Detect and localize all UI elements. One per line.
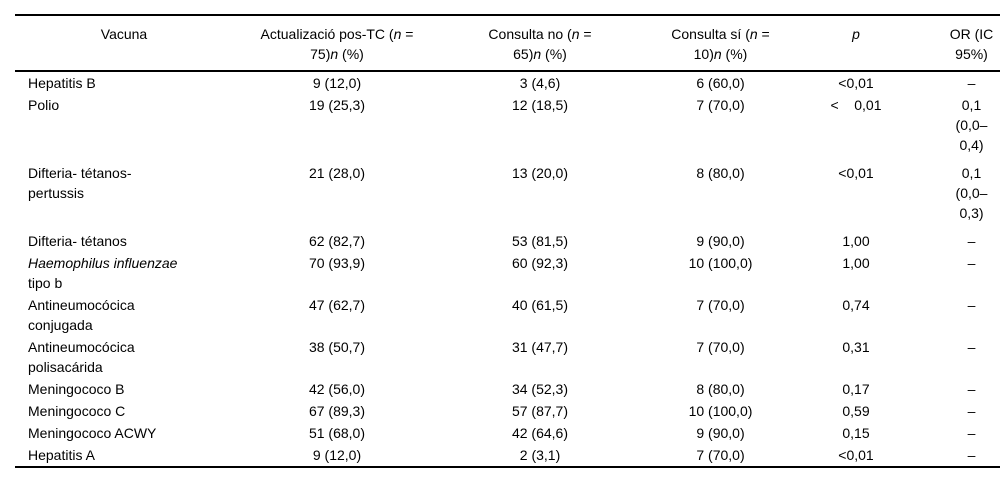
column-header-p: p [852,26,860,42]
cell-p: <0,01 [838,165,874,181]
table-row: Meningococo ACWY 51 (68,0) 42 (64,6) 9 (90,… [15,422,1000,444]
row-label-vacuna: Hepatitis B [28,75,96,91]
cell-p: <0,01 [838,447,874,463]
row-label-vacuna: Haemophilus influenzae tipo b [28,255,178,291]
cell-consulta_no: 2 (3,1) [519,447,561,463]
cell-actualizacio_pos_tc: 51 (68,0) [308,425,366,441]
table-row: Difteria- tétanos-pertussis 21 (28,0) 13 (… [15,162,1000,230]
cell-or_ic95: – [967,425,976,441]
table-row: Haemophilus influenzae tipo b 70 (93,9) 60 … [15,252,1000,294]
table-row: Hepatitis B 9 (12,0) 3 (4,6) 6 (60,0) <0,01 – [15,71,1000,94]
row-label-vacuna: Difteria- tétanos [28,233,127,249]
cell-p: 0,59 [842,403,870,419]
column-header-vacuna: Vacuna [100,26,148,42]
cell-or_ic95: – [967,403,976,419]
cell-or_ic95: – [967,381,976,397]
row-label-vacuna: Hepatitis A [28,447,95,463]
cell-consulta_no: 53 (81,5) [511,233,569,249]
cell-consulta_si: 7 (70,0) [696,339,745,355]
column-header-actualizacio_pos_tc: Actualizació pos-TC (n = 75)n (%) [260,26,414,62]
cell-or_ic95: – [967,339,976,355]
row-label-vacuna: Meningococo ACWY [28,425,157,441]
row-label-vacuna: Meningococo B [28,381,125,397]
cell-p: 0,31 [842,339,870,355]
table-row: Difteria- tétanos 62 (82,7) 53 (81,5) 9 (90… [15,230,1000,252]
cell-actualizacio_pos_tc: 67 (89,3) [308,403,366,419]
cell-consulta_no: 34 (52,3) [511,381,569,397]
table-row: Hepatitis A 9 (12,0) 2 (3,1) 7 (70,0) <0,01 – [15,444,1000,467]
row-label-vacuna: Antineumocócica polisacárida [28,339,135,375]
column-header-or_ic95: OR (IC 95%) [949,26,994,62]
vaccine-table: Vacuna Actualizació pos-TC (n = 75)n (%) Co… [15,14,1000,468]
table-row: Polio 19 (25,3) 12 (18,5) 7 (70,0) < 0,01 0,1… [15,94,1000,162]
cell-consulta_no: 57 (87,7) [511,403,569,419]
cell-consulta_si: 8 (80,0) [696,165,745,181]
cell-consulta_si: 9 (90,0) [696,233,745,249]
table-row: Meningococo B 42 (56,0) 34 (52,3) 8 (80,0) 0… [15,378,1000,400]
cell-p: 0,15 [842,425,870,441]
cell-consulta_no: 42 (64,6) [511,425,569,441]
cell-or_ic95: – [967,255,976,271]
cell-p: 1,00 [842,233,870,249]
cell-consulta_si: 7 (70,0) [696,447,745,463]
cell-consulta_si: 6 (60,0) [696,75,745,91]
cell-consulta_si: 10 (100,0) [688,403,753,419]
cell-or_ic95: 0,1 (0,0– 0,4) [955,97,988,153]
cell-consulta_si: 7 (70,0) [696,297,745,313]
header-row: Vacuna Actualizació pos-TC (n = 75)n (%) Co… [15,15,1000,71]
row-label-vacuna: Antineumocócica conjugada [28,297,135,333]
cell-actualizacio_pos_tc: 42 (56,0) [308,381,366,397]
cell-consulta_no: 13 (20,0) [511,165,569,181]
table-row: Antineumocócica conjugada 47 (62,7) 40 (61,… [15,294,1000,336]
cell-consulta_no: 40 (61,5) [511,297,569,313]
cell-p: 0,17 [842,381,870,397]
cell-or_ic95: – [967,297,976,313]
cell-actualizacio_pos_tc: 9 (12,0) [312,447,362,463]
cell-consulta_no: 3 (4,6) [519,75,561,91]
cell-actualizacio_pos_tc: 70 (93,9) [308,255,366,271]
cell-consulta_si: 10 (100,0) [688,255,753,271]
cell-p: 0,74 [842,297,870,313]
cell-or_ic95: – [967,233,976,249]
row-label-vacuna: Difteria- tétanos-pertussis [28,165,132,201]
column-header-consulta_no: Consulta no (n = 65)n (%) [488,26,592,62]
table-row: Antineumocócica polisacárida 38 (50,7) 31 (… [15,336,1000,378]
column-header-consulta_si: Consulta sí (n = 10)n (%) [671,26,770,62]
cell-actualizacio_pos_tc: 47 (62,7) [308,297,366,313]
cell-actualizacio_pos_tc: 21 (28,0) [308,165,366,181]
cell-actualizacio_pos_tc: 38 (50,7) [308,339,366,355]
cell-actualizacio_pos_tc: 19 (25,3) [308,97,366,113]
table-body: Hepatitis B 9 (12,0) 3 (4,6) 6 (60,0) <0,01 –… [15,71,1000,467]
cell-consulta_si: 8 (80,0) [696,381,745,397]
cell-p: 1,00 [842,255,870,271]
cell-consulta_si: 9 (90,0) [696,425,745,441]
cell-or_ic95: 0,1 (0,0– 0,3) [955,165,988,221]
cell-p: < 0,01 [830,97,882,113]
cell-consulta_no: 31 (47,7) [511,339,569,355]
cell-consulta_no: 60 (92,3) [511,255,569,271]
cell-or_ic95: – [967,447,976,463]
table-header: Vacuna Actualizació pos-TC (n = 75)n (%) Co… [15,15,1000,71]
table-row: Meningococo C 67 (89,3) 57 (87,7) 10 (100,0… [15,400,1000,422]
cell-actualizacio_pos_tc: 9 (12,0) [312,75,362,91]
cell-or_ic95: – [967,75,976,91]
row-label-vacuna: Meningococo C [28,403,126,419]
row-label-vacuna: Polio [28,97,60,113]
cell-consulta_si: 7 (70,0) [696,97,745,113]
cell-actualizacio_pos_tc: 62 (82,7) [308,233,366,249]
cell-consulta_no: 12 (18,5) [511,97,569,113]
cell-p: <0,01 [838,75,874,91]
